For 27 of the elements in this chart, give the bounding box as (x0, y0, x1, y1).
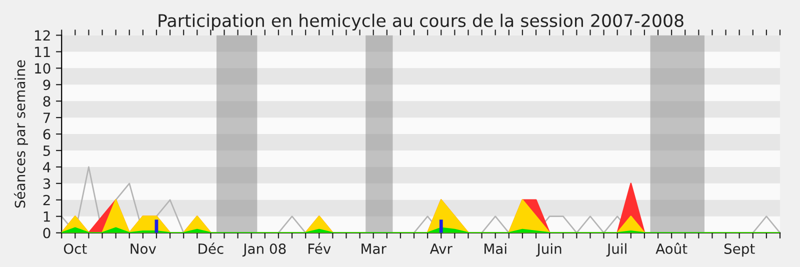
x-tick-label: Oct (64, 243, 87, 254)
y-tick-label: 3 (43, 178, 50, 189)
x-tick-label: Août (656, 242, 688, 254)
y-tick-label: 1 (44, 212, 50, 222)
chart-title: Participation en hemicycle au cours de la session 2007-2008 (158, 14, 684, 31)
y-tick-label: 2 (43, 194, 50, 206)
x-tick-label: Juin (536, 243, 562, 257)
x-tick-label: Jan 08 (242, 243, 286, 257)
x-tick-label: Mar (362, 244, 386, 254)
x-tick-label: Fév (308, 242, 331, 254)
y-axis-title: Séances par semaine (14, 60, 28, 208)
y-tick-label: 4 (43, 162, 50, 172)
y-tick-label: 6 (43, 129, 50, 140)
x-tick-label: Nov (130, 244, 156, 254)
x-tick-label: Avr (430, 244, 452, 254)
x-tick-label: Juil (606, 243, 626, 257)
y-tick-label: 12 (35, 30, 50, 41)
y-tick-label: 8 (43, 96, 50, 107)
y-tick-label: 9 (43, 80, 50, 90)
y-tick-label: 7 (43, 112, 50, 123)
x-tick-label: Sept (724, 243, 755, 257)
y-tick-label: 10 (35, 63, 50, 74)
y-tick-label: 0 (43, 228, 50, 238)
y-tick-label: 5 (43, 146, 50, 156)
x-tick-label: Déc (198, 242, 224, 254)
y-tick-label: 11 (35, 46, 50, 57)
x-tick-label: Mai (484, 243, 506, 254)
